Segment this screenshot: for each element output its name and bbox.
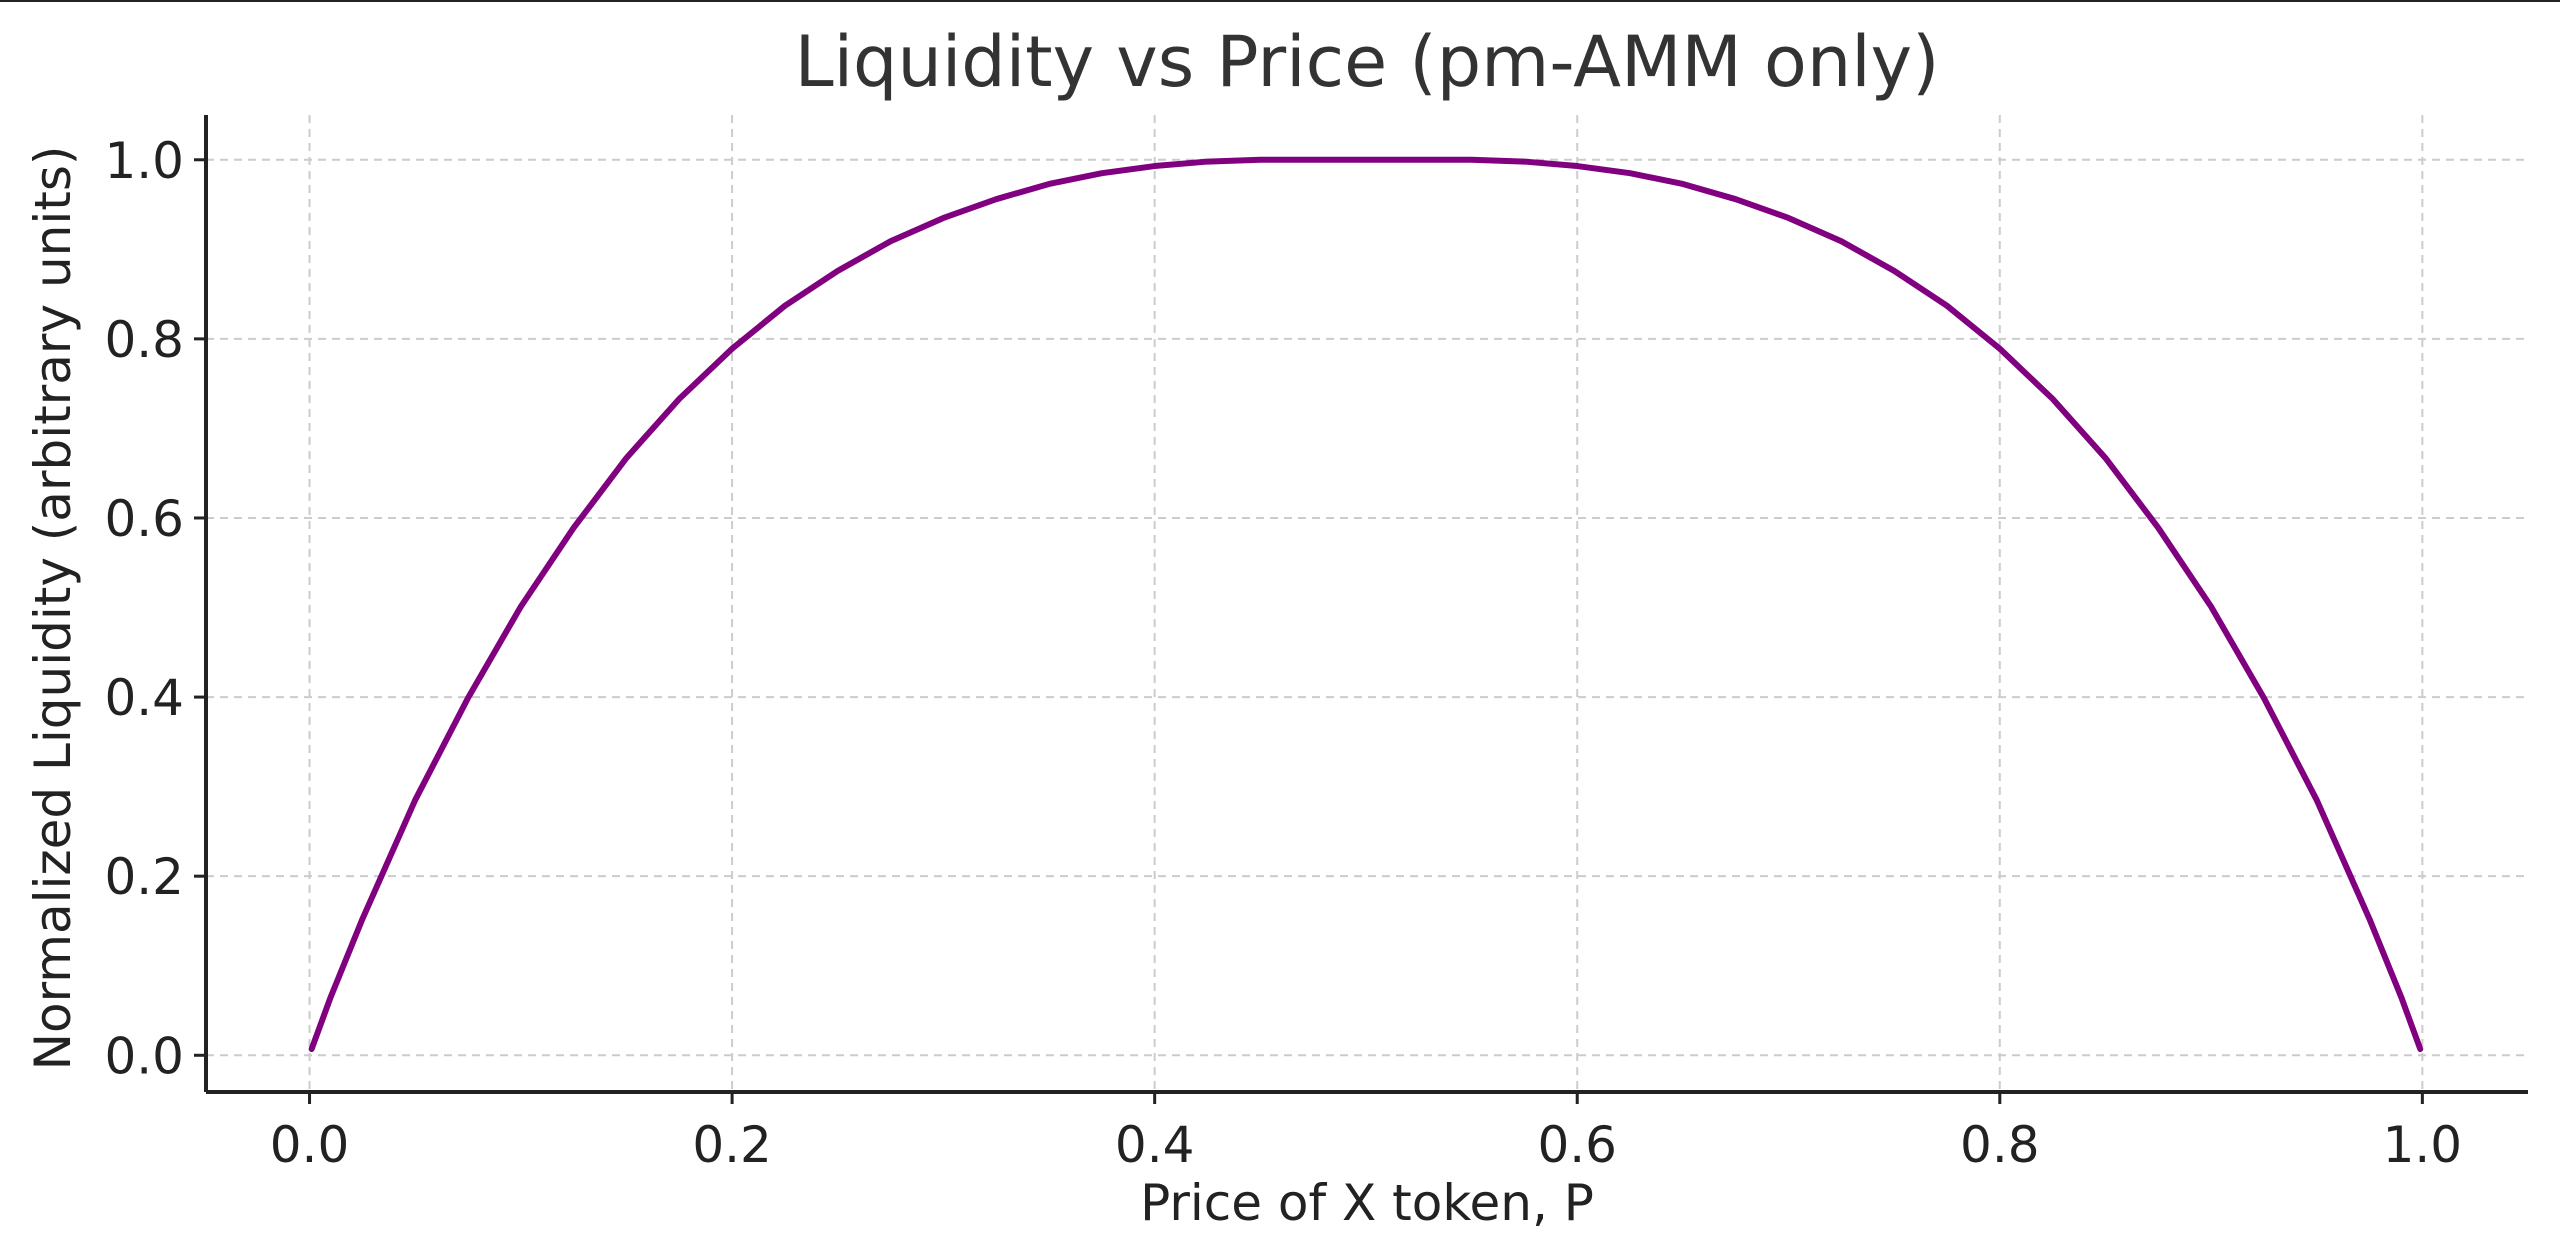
y-tick-label-3: 0.6 — [104, 490, 184, 548]
y-tick-label-4: 0.8 — [104, 311, 184, 369]
y-tick-label-1: 0.2 — [104, 848, 184, 906]
y-axis-label: Normalized Liquidity (arbitrary units) — [24, 146, 82, 1071]
axis-ticks: 0.0 0.2 0.4 0.6 0.8 1.0 0.0 0.2 0.4 0.6 0.8 1.0 — [104, 132, 2462, 1174]
x-axis-label: Price of X token, P — [1140, 1174, 1594, 1232]
y-tick-label-2: 0.4 — [104, 669, 184, 727]
series-layer — [308, 156, 2424, 1053]
y-tick-label-0: 0.0 — [104, 1027, 184, 1085]
x-tick-label-1: 0.2 — [692, 1116, 772, 1174]
axes-spines — [204, 115, 2528, 1094]
series-line-0 — [308, 156, 2424, 1053]
x-tick-label-5: 1.0 — [2383, 1116, 2463, 1174]
grid — [206, 115, 2528, 1092]
x-tick-label-0: 0.0 — [270, 1116, 350, 1174]
x-tick-label-2: 0.4 — [1115, 1116, 1195, 1174]
x-tick-label-3: 0.6 — [1537, 1116, 1617, 1174]
top-border — [0, 0, 2560, 2]
chart-title: Liquidity vs Price (pm-AMM only) — [795, 21, 1940, 103]
x-tick-label-4: 0.8 — [1960, 1116, 2040, 1174]
y-tick-label-5: 1.0 — [104, 132, 184, 190]
